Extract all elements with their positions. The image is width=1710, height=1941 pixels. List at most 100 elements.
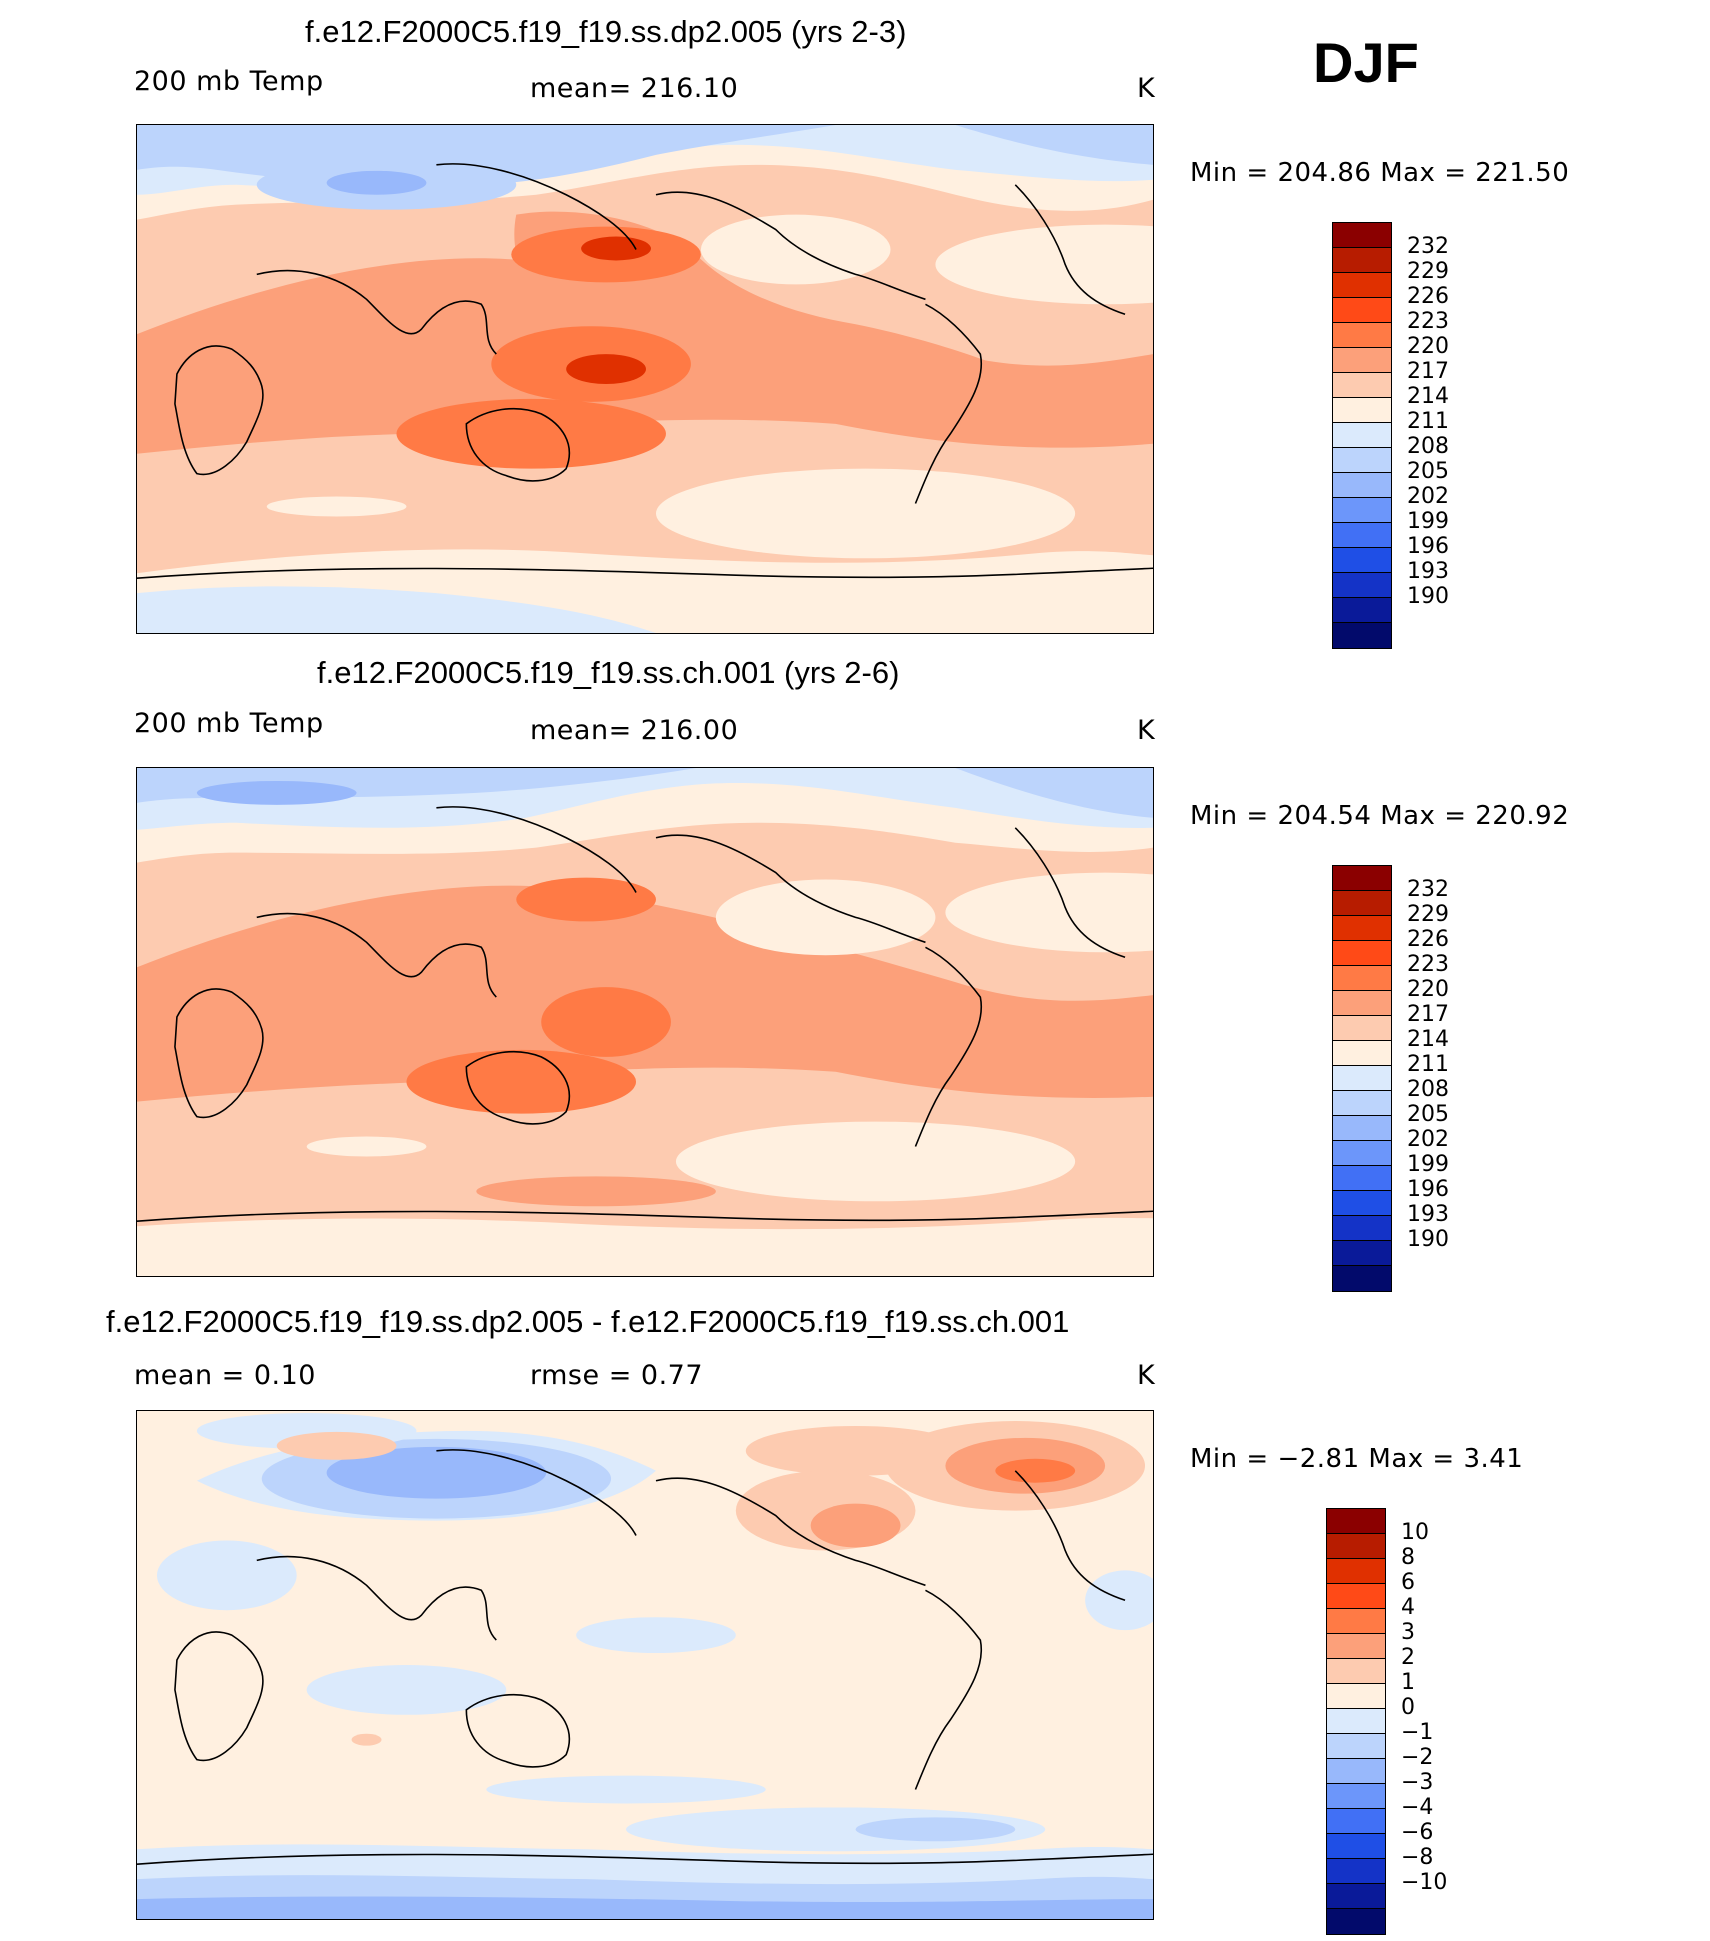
colorbar-swatch [1333,573,1391,598]
colorbar-tick-label: −1 [1401,1720,1434,1745]
colorbar-swatch [1327,1634,1385,1659]
colorbar-tick-label: 199 [1407,1152,1449,1177]
colorbar-tick-label: 8 [1401,1545,1415,1570]
colorbar-tick-label: 199 [1407,509,1449,534]
colorbar-tick-label: −6 [1401,1820,1434,1845]
colorbar-swatch [1333,548,1391,573]
colorbar-tick-label: 232 [1407,234,1449,259]
colorbar-tick-label: 229 [1407,902,1449,927]
colorbar-swatch [1333,916,1391,941]
colorbar-swatch [1333,1191,1391,1216]
colorbar-swatch [1333,1116,1391,1141]
colorbar-tick-label: 196 [1407,1177,1449,1202]
panel1-min-max: Min = 204.86 Max = 221.50 [1190,158,1570,188]
panel2-min-max: Min = 204.54 Max = 220.92 [1190,801,1570,831]
colorbar-swatch [1333,623,1391,648]
colorbar-swatch [1333,398,1391,423]
panel3-rmse-label: rmse = 0.77 [530,1360,704,1391]
colorbar-swatch [1333,498,1391,523]
panel2-colorbar-swatches [1332,865,1392,1292]
colorbar-tick-label: 10 [1401,1520,1429,1545]
colorbar-swatch [1333,991,1391,1016]
panel2-title: f.e12.F2000C5.f19_f19.ss.ch.001 (yrs 2-6… [317,655,900,690]
colorbar-tick-label: 220 [1407,334,1449,359]
panel2-field [137,768,1153,1276]
panel1-units: K [1137,73,1156,104]
colorbar-swatch [1333,1266,1391,1291]
colorbar-swatch [1333,891,1391,916]
colorbar-swatch [1327,1859,1385,1884]
panel1-mean-label: mean= 216.10 [530,73,739,104]
colorbar-tick-label: 223 [1407,309,1449,334]
colorbar-tick-label: 226 [1407,927,1449,952]
season-label: DJF [1313,31,1419,94]
panel3-field [137,1411,1153,1919]
panel1-title: f.e12.F2000C5.f19_f19.ss.dp2.005 (yrs 2-… [305,14,907,49]
colorbar-tick-label: 202 [1407,484,1449,509]
panel2-units: K [1137,715,1156,746]
colorbar-tick-label: 0 [1401,1695,1415,1720]
colorbar-tick-label: 208 [1407,434,1449,459]
colorbar-tick-label: 214 [1407,1027,1449,1052]
colorbar-tick-label: 208 [1407,1077,1449,1102]
colorbar-swatch [1333,248,1391,273]
colorbar-swatch [1333,223,1391,248]
colorbar-swatch [1327,1684,1385,1709]
colorbar-swatch [1327,1909,1385,1934]
colorbar-tick-label: 202 [1407,1127,1449,1152]
colorbar-tick-label: 190 [1407,584,1449,609]
colorbar-tick-label: 226 [1407,284,1449,309]
colorbar-swatch [1333,1216,1391,1241]
colorbar-swatch [1333,1066,1391,1091]
colorbar-tick-label: −3 [1401,1770,1434,1795]
colorbar-tick-label: 196 [1407,534,1449,559]
colorbar-tick-label: 193 [1407,559,1449,584]
panel2-variable-label: 200 mb Temp [134,708,324,739]
panel3-title: f.e12.F2000C5.f19_f19.ss.dp2.005 - f.e12… [106,1304,1070,1339]
panel1-variable-label: 200 mb Temp [134,66,324,97]
panel1-map [136,124,1154,634]
colorbar-tick-label: 2 [1401,1645,1415,1670]
colorbar-tick-label: −2 [1401,1745,1434,1770]
colorbar-tick-label: 3 [1401,1620,1415,1645]
colorbar-swatch [1333,323,1391,348]
panel2-map [136,767,1154,1277]
colorbar-swatch [1333,1166,1391,1191]
colorbar-swatch [1333,941,1391,966]
colorbar-tick-label: 217 [1407,359,1449,384]
colorbar-swatch [1333,866,1391,891]
colorbar-tick-label: 217 [1407,1002,1449,1027]
colorbar-swatch [1327,1584,1385,1609]
panel3-map [136,1410,1154,1920]
colorbar-swatch [1327,1809,1385,1834]
colorbar-tick-label: 229 [1407,259,1449,284]
colorbar-tick-label: 223 [1407,952,1449,977]
colorbar-tick-label: −4 [1401,1795,1434,1820]
panel1-field [137,125,1153,633]
colorbar-swatch [1327,1559,1385,1584]
colorbar-swatch [1333,598,1391,623]
panel2-mean-label: mean= 216.00 [530,715,739,746]
colorbar-tick-label: 211 [1407,1052,1449,1077]
panel3-mean-label: mean = 0.10 [134,1360,316,1391]
colorbar-tick-label: 214 [1407,384,1449,409]
colorbar-swatch [1327,1884,1385,1909]
colorbar-swatch [1327,1609,1385,1634]
colorbar-swatch [1333,1141,1391,1166]
colorbar-swatch [1333,1241,1391,1266]
colorbar-swatch [1333,523,1391,548]
colorbar-swatch [1327,1784,1385,1809]
colorbar-swatch [1333,373,1391,398]
colorbar-tick-label: 1 [1401,1670,1415,1695]
colorbar-tick-label: 6 [1401,1570,1415,1595]
colorbar-swatch [1327,1759,1385,1784]
colorbar-swatch [1327,1509,1385,1534]
colorbar-tick-label: 220 [1407,977,1449,1002]
colorbar-tick-label: 205 [1407,1102,1449,1127]
colorbar-swatch [1327,1659,1385,1684]
colorbar-swatch [1327,1834,1385,1859]
colorbar-swatch [1333,1016,1391,1041]
panel3-min-max: Min = −2.81 Max = 3.41 [1190,1444,1524,1474]
colorbar-tick-label: 232 [1407,877,1449,902]
colorbar-swatch [1333,273,1391,298]
